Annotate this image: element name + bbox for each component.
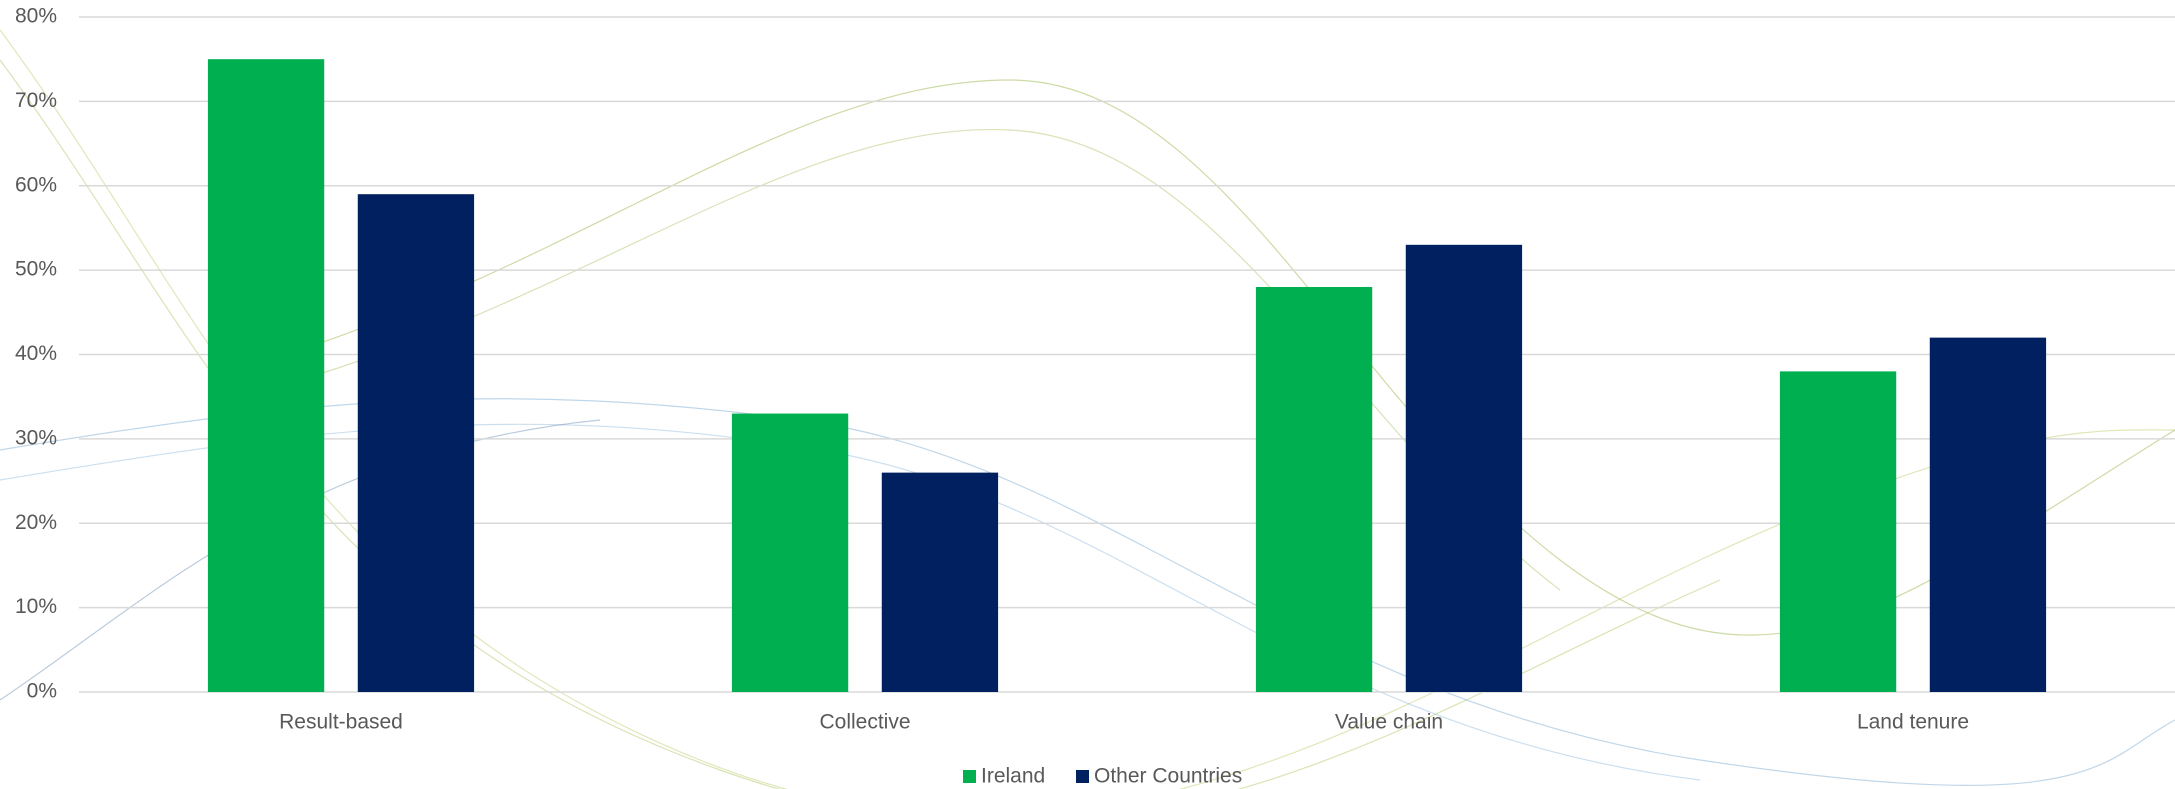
x-tick-label: Value chain	[1335, 711, 1443, 734]
bar	[1779, 371, 1897, 692]
bar	[207, 59, 325, 692]
bar	[1405, 244, 1523, 692]
y-tick-label: 60%	[15, 173, 57, 196]
legend-swatch	[963, 770, 976, 783]
y-tick-label: 10%	[15, 595, 57, 618]
bar	[731, 413, 849, 692]
y-tick-label: 30%	[15, 426, 57, 449]
x-tick-label: Collective	[819, 711, 910, 734]
legend-label: Ireland	[981, 765, 1045, 788]
y-tick-label: 50%	[15, 258, 57, 281]
x-tick-label: Result-based	[279, 711, 403, 734]
y-tick-label: 20%	[15, 511, 57, 534]
y-tick-label: 40%	[15, 342, 57, 365]
legend-swatch	[1076, 770, 1089, 783]
x-tick-label: Land tenure	[1857, 711, 1969, 734]
y-tick-label: 0%	[27, 680, 57, 703]
y-tick-label: 80%	[15, 5, 57, 28]
bar	[881, 472, 999, 692]
y-tick-label: 70%	[15, 89, 57, 112]
bar	[1929, 337, 2047, 692]
bar	[357, 194, 475, 692]
bar	[1255, 287, 1373, 692]
legend-label: Other Countries	[1094, 765, 1242, 788]
